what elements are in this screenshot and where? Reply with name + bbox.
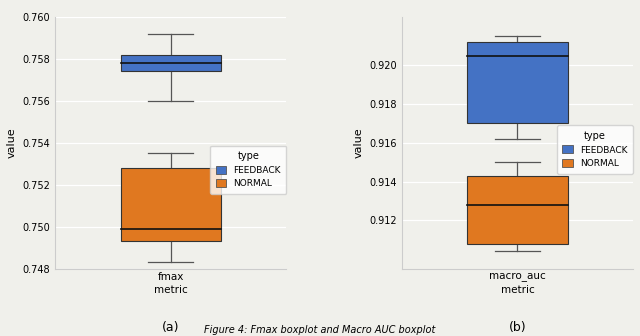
Y-axis label: value: value — [7, 127, 17, 158]
Y-axis label: value: value — [354, 127, 364, 158]
Title: (a): (a) — [162, 321, 180, 334]
Bar — [467, 42, 568, 123]
Bar — [121, 54, 221, 71]
Bar — [121, 168, 221, 242]
Title: (b): (b) — [509, 321, 526, 334]
Text: Figure 4: Fmax boxplot and Macro AUC boxplot: Figure 4: Fmax boxplot and Macro AUC box… — [204, 325, 436, 335]
Bar — [467, 176, 568, 244]
Legend: FEEDBACK, NORMAL: FEEDBACK, NORMAL — [557, 125, 633, 174]
Legend: FEEDBACK, NORMAL: FEEDBACK, NORMAL — [210, 145, 287, 194]
